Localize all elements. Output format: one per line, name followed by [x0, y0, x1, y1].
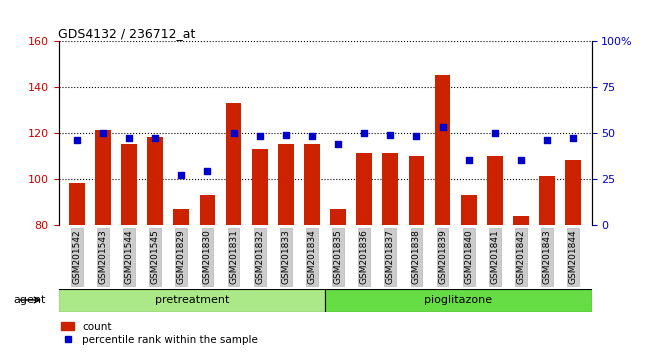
Bar: [174, 209, 189, 225]
Bar: [200, 195, 215, 225]
Point: [385, 132, 395, 137]
Point: [463, 158, 474, 163]
Point: [281, 132, 291, 137]
Bar: [252, 149, 268, 225]
Point: [176, 172, 187, 178]
Text: GSM201843: GSM201843: [543, 230, 552, 284]
Text: GSM201838: GSM201838: [412, 230, 421, 285]
Bar: [325, 289, 592, 312]
Point: [489, 130, 500, 136]
Point: [359, 130, 369, 136]
Text: GSM201543: GSM201543: [98, 230, 107, 284]
Point: [307, 133, 317, 139]
Text: GSM201544: GSM201544: [125, 230, 133, 284]
Text: GSM201844: GSM201844: [569, 230, 578, 284]
Bar: [278, 144, 294, 225]
Text: GSM201829: GSM201829: [177, 230, 186, 284]
Bar: [148, 137, 163, 225]
Point: [411, 133, 422, 139]
Bar: [95, 130, 110, 225]
Bar: [226, 103, 241, 225]
Text: GSM201830: GSM201830: [203, 230, 212, 285]
Bar: [330, 209, 346, 225]
Bar: [487, 156, 502, 225]
Text: GSM201836: GSM201836: [359, 230, 369, 285]
Text: GSM201842: GSM201842: [517, 230, 525, 284]
Text: GSM201833: GSM201833: [281, 230, 291, 285]
Text: pioglitazone: pioglitazone: [424, 295, 492, 305]
Bar: [566, 160, 581, 225]
Point: [124, 136, 135, 141]
Bar: [382, 154, 398, 225]
Text: GSM201832: GSM201832: [255, 230, 264, 284]
Point: [568, 136, 578, 141]
Point: [542, 137, 552, 143]
Text: GSM201835: GSM201835: [333, 230, 343, 285]
Bar: [461, 195, 476, 225]
Text: GSM201834: GSM201834: [307, 230, 317, 284]
Text: agent: agent: [13, 295, 46, 305]
Text: GSM201837: GSM201837: [386, 230, 395, 285]
Bar: [69, 183, 84, 225]
Bar: [409, 156, 424, 225]
Point: [202, 169, 213, 174]
Text: GSM201841: GSM201841: [490, 230, 499, 284]
Legend: count, percentile rank within the sample: count, percentile rank within the sample: [57, 317, 262, 349]
Text: GSM201542: GSM201542: [72, 230, 81, 284]
Point: [150, 136, 161, 141]
Bar: [58, 289, 325, 312]
Text: GDS4132 / 236712_at: GDS4132 / 236712_at: [58, 27, 196, 40]
Point: [72, 137, 82, 143]
Point: [98, 130, 108, 136]
Point: [437, 124, 448, 130]
Point: [515, 158, 526, 163]
Text: GSM201840: GSM201840: [464, 230, 473, 284]
Point: [228, 130, 239, 136]
Bar: [121, 144, 137, 225]
Bar: [304, 144, 320, 225]
Bar: [435, 75, 450, 225]
Text: GSM201839: GSM201839: [438, 230, 447, 285]
Point: [333, 141, 343, 147]
Bar: [356, 154, 372, 225]
Point: [255, 133, 265, 139]
Bar: [513, 216, 529, 225]
Text: pretreatment: pretreatment: [155, 295, 229, 305]
Bar: [540, 176, 555, 225]
Text: GSM201545: GSM201545: [151, 230, 160, 284]
Text: GSM201831: GSM201831: [229, 230, 238, 285]
